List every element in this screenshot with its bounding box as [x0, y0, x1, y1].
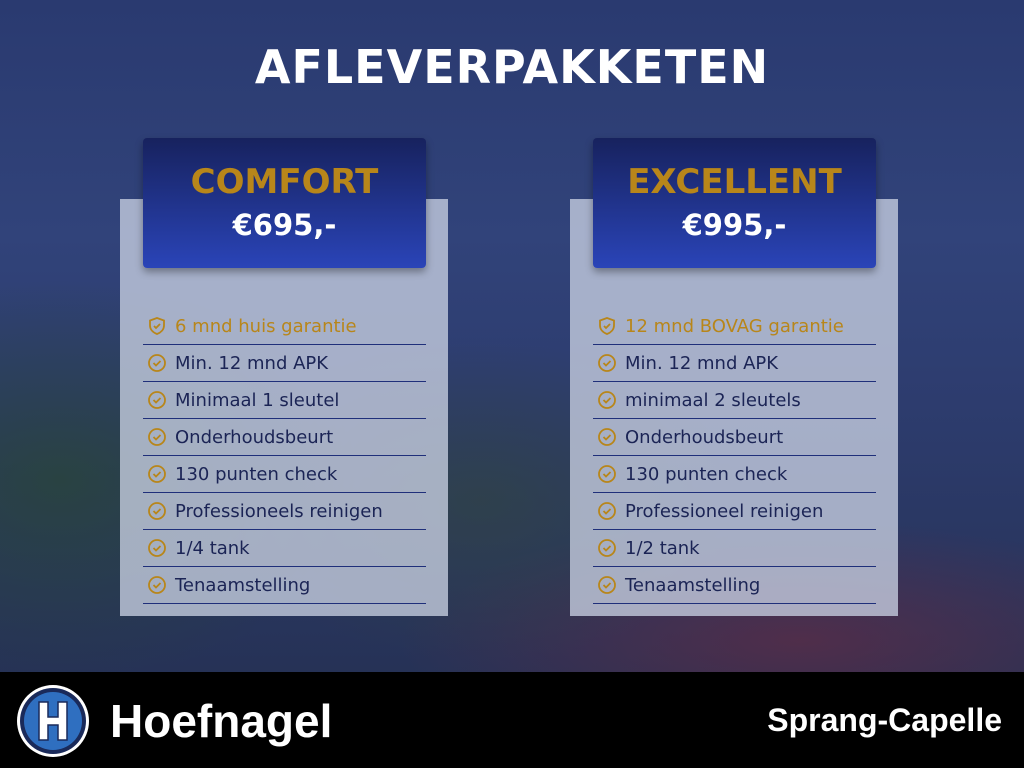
package-header: COMFORT €695,- — [143, 138, 426, 268]
feature-item: Min. 12 mnd APK — [593, 345, 876, 382]
package-card — [570, 199, 898, 616]
feature-label: minimaal 2 sleutels — [625, 389, 801, 411]
shield-check-icon — [149, 317, 165, 335]
feature-item: Min. 12 mnd APK — [143, 345, 426, 382]
feature-item: minimaal 2 sleutels — [593, 382, 876, 419]
feature-label: Min. 12 mnd APK — [625, 352, 779, 374]
feature-label: Tenaamstelling — [625, 574, 761, 596]
feature-item: Professioneels reinigen — [143, 493, 426, 530]
feature-label: Tenaamstelling — [175, 574, 311, 596]
feature-item: Minimaal 1 sleutel — [143, 382, 426, 419]
feature-label: 130 punten check — [625, 463, 788, 485]
footer — [0, 672, 1024, 768]
check-circle-icon — [598, 539, 616, 557]
feature-label: 1/2 tank — [625, 537, 700, 559]
feature-label: Onderhoudsbeurt — [175, 426, 334, 448]
check-circle-icon — [148, 502, 166, 520]
check-circle-icon — [148, 428, 166, 446]
package-features: 12 mnd BOVAG garantie Min. 12 mnd APK mini… — [593, 308, 876, 604]
package-price: €995,- — [682, 208, 787, 242]
shield-check-icon — [599, 317, 615, 335]
package-price: €695,- — [232, 208, 337, 242]
hoefnagel-logo — [17, 685, 89, 757]
feature-item: 130 punten check — [143, 456, 426, 493]
check-circle-icon — [598, 465, 616, 483]
check-circle-icon — [148, 539, 166, 557]
check-circle-icon — [598, 354, 616, 372]
feature-label: Onderhoudsbeurt — [625, 426, 784, 448]
feature-item: Tenaamstelling — [143, 567, 426, 604]
feature-item: 1/4 tank — [143, 530, 426, 567]
check-circle-icon — [148, 576, 166, 594]
feature-item: 12 mnd BOVAG garantie — [593, 308, 876, 345]
check-circle-icon — [598, 502, 616, 520]
feature-label: Professioneel reinigen — [625, 500, 824, 522]
feature-label: Minimaal 1 sleutel — [175, 389, 340, 411]
brand-name: Hoefnagel — [110, 695, 333, 747]
check-circle-icon — [148, 465, 166, 483]
feature-label: Min. 12 mnd APK — [175, 352, 329, 374]
page-title: AFLEVERPAKKETEN — [254, 40, 770, 94]
feature-item: 6 mnd huis garantie — [143, 308, 426, 345]
feature-item: 130 punten check — [593, 456, 876, 493]
package-header: EXCELLENT €995,- — [593, 138, 876, 268]
check-circle-icon — [598, 576, 616, 594]
check-circle-icon — [598, 428, 616, 446]
feature-label: 6 mnd huis garantie — [175, 315, 357, 337]
feature-label: 1/4 tank — [175, 537, 250, 559]
location: Sprang-Capelle — [767, 702, 1002, 738]
feature-label: 130 punten check — [175, 463, 338, 485]
check-circle-icon — [598, 391, 616, 409]
feature-item: Professioneel reinigen — [593, 493, 876, 530]
feature-label: Professioneels reinigen — [175, 500, 383, 522]
package-features: 6 mnd huis garantie Min. 12 mnd APK Minima… — [143, 308, 426, 604]
package-name: EXCELLENT — [627, 162, 842, 202]
feature-item: 1/2 tank — [593, 530, 876, 567]
package-name: COMFORT — [190, 162, 379, 202]
feature-item: Onderhoudsbeurt — [593, 419, 876, 456]
check-circle-icon — [148, 354, 166, 372]
feature-label: 12 mnd BOVAG garantie — [625, 315, 844, 337]
package-card — [120, 199, 448, 616]
feature-item: Tenaamstelling — [593, 567, 876, 604]
feature-item: Onderhoudsbeurt — [143, 419, 426, 456]
check-circle-icon — [148, 391, 166, 409]
